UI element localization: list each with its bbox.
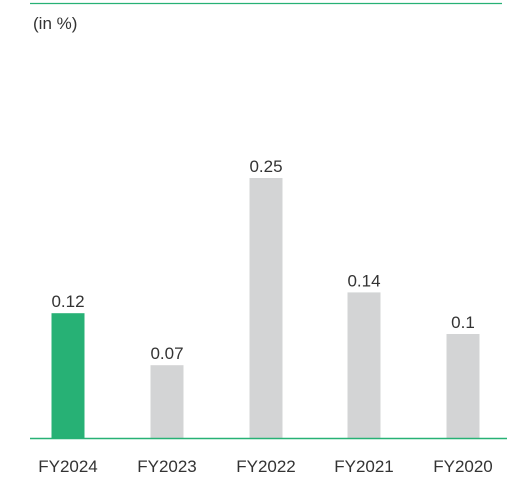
value-label-fy2022: 0.25 [249, 157, 282, 176]
bar-fy2021 [347, 292, 381, 438]
category-label-fy2024: FY2024 [38, 457, 98, 476]
category-label-fy2020: FY2020 [433, 457, 493, 476]
value-label-fy2020: 0.1 [451, 313, 475, 332]
category-label-fy2021: FY2021 [334, 457, 394, 476]
value-label-fy2021: 0.14 [347, 271, 380, 290]
category-label-fy2023: FY2023 [137, 457, 197, 476]
bar-fy2024 [51, 313, 85, 438]
value-label-fy2023: 0.07 [150, 344, 183, 363]
unit-label: (in %) [33, 14, 77, 33]
category-labels-group: FY2024 FY2023 FY2022 FY2021 FY2020 [38, 457, 493, 476]
bars-group: 0.12 0.07 0.25 0.14 0.1 [51, 157, 480, 438]
bar-fy2020 [446, 334, 480, 438]
bar-fy2023 [150, 365, 184, 438]
bar-fy2022 [249, 178, 283, 438]
category-label-fy2022: FY2022 [236, 457, 296, 476]
value-label-fy2024: 0.12 [51, 292, 84, 311]
